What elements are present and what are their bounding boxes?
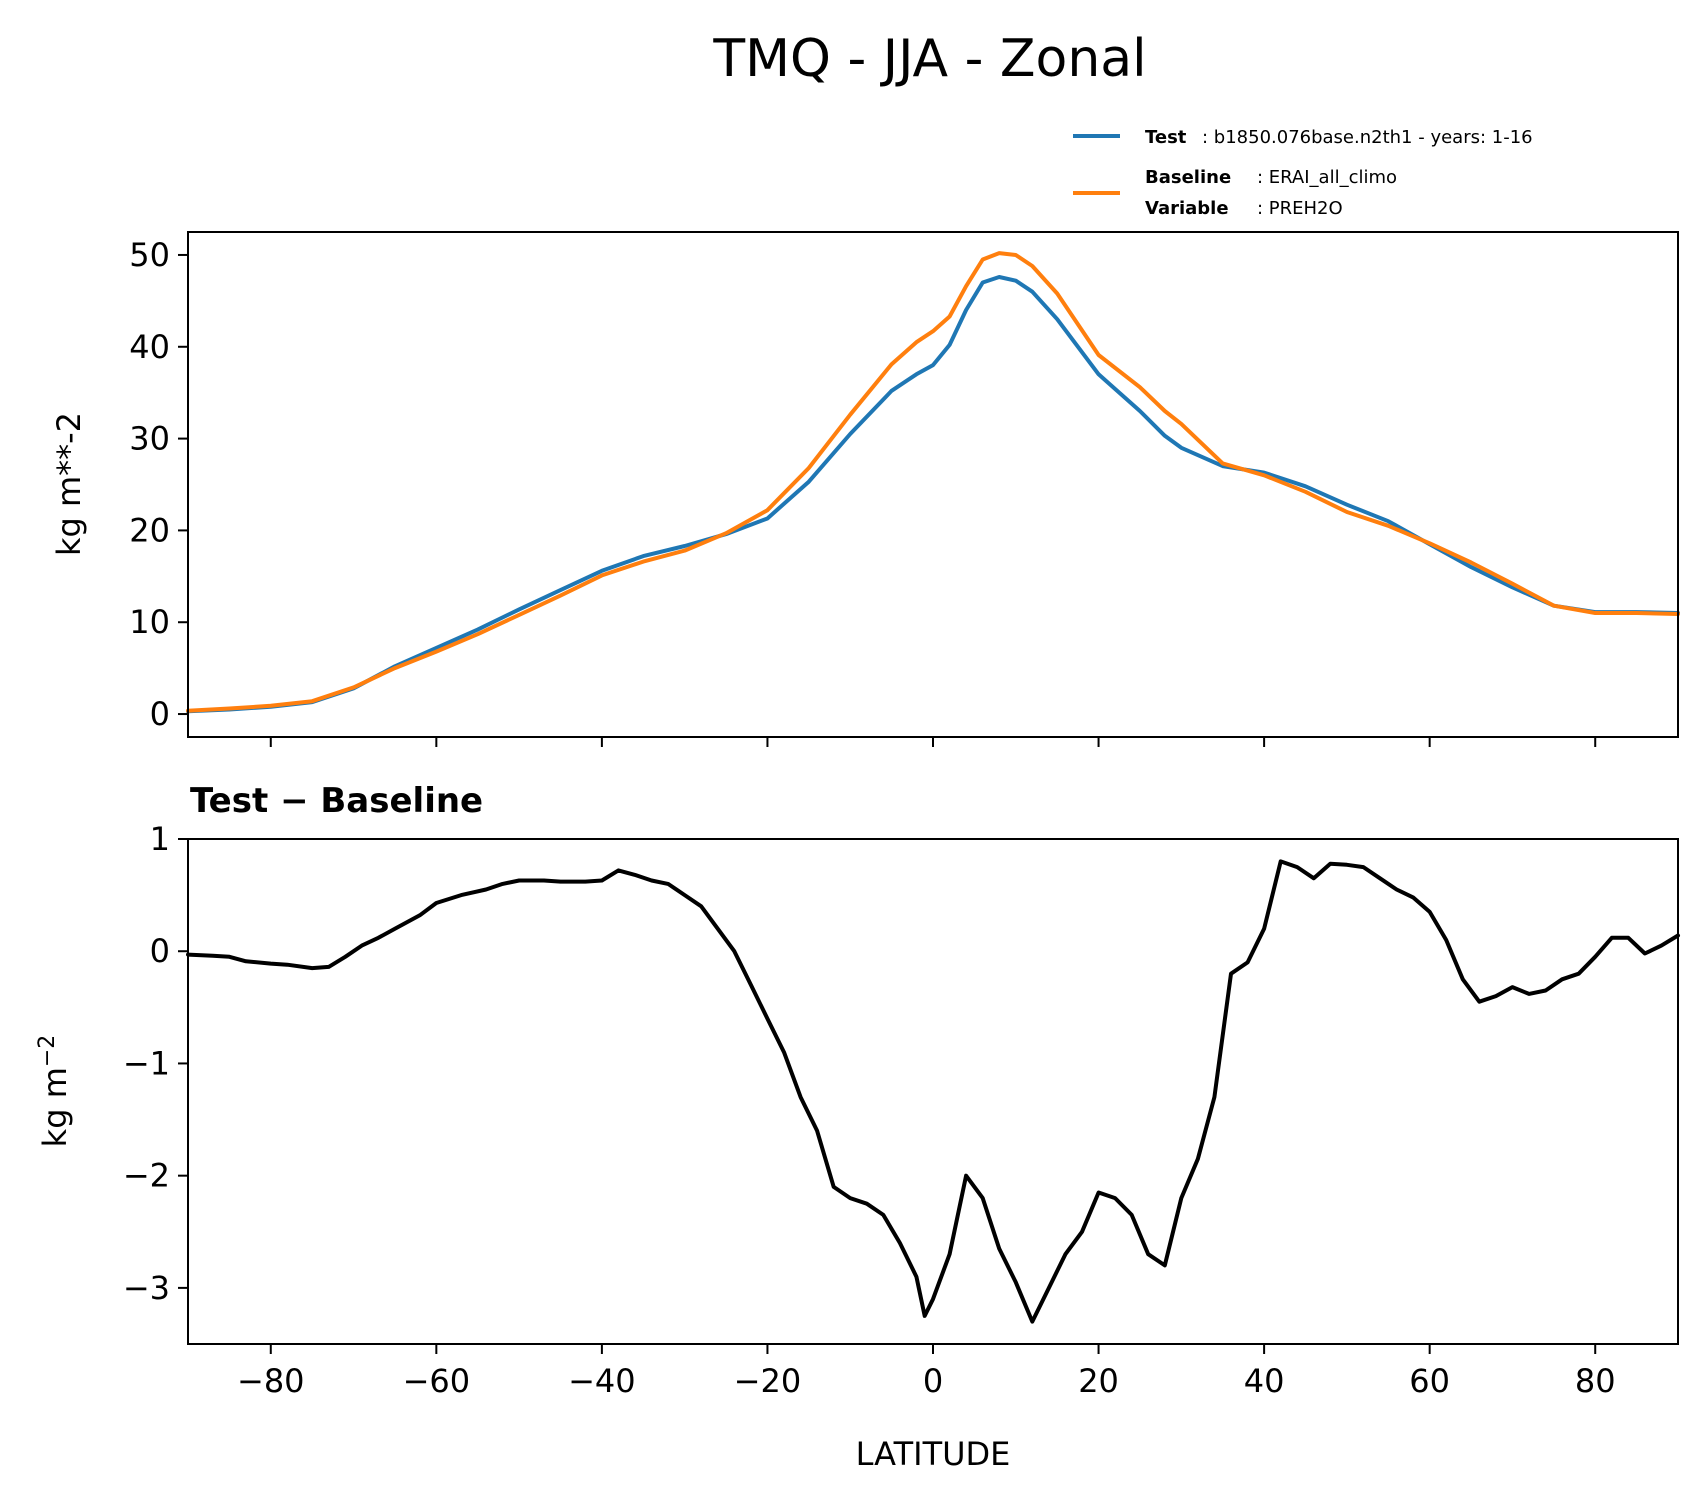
bottom-xtick-label: 0 <box>923 1362 943 1400</box>
bottom-ytick-label: 0 <box>150 932 170 970</box>
bottom-xtick-label: 80 <box>1575 1362 1616 1400</box>
top-ylabel: kg m**-2 <box>50 412 88 556</box>
top-ytick-label: 30 <box>129 420 170 458</box>
legend-baseline-value: : ERAI_all_climo <box>1257 167 1397 188</box>
top-panel: 0 10 20 30 40 50 kg m**-2 <box>50 231 1680 747</box>
top-ytick-label: 40 <box>129 328 170 366</box>
bottom-xtick-label: −80 <box>237 1362 305 1400</box>
bottom-ytick-label: −1 <box>123 1044 170 1082</box>
bottom-ytick-label: −3 <box>123 1269 170 1307</box>
bottom-xtick-label: 20 <box>1078 1362 1119 1400</box>
bottom-xtick-label: 40 <box>1244 1362 1285 1400</box>
top-ytick-label: 20 <box>129 511 170 549</box>
bottom-ylabel-exponent: −2 <box>35 1035 60 1067</box>
legend-variable-value: : PREH2O <box>1257 198 1343 219</box>
top-series-line-baseline <box>186 251 1680 713</box>
top-ytick-label: 50 <box>129 236 170 274</box>
bottom-ylabel: kg m−2 <box>35 1035 74 1148</box>
top-ytick-label: 0 <box>150 695 170 733</box>
top-series-line-test <box>186 275 1680 714</box>
bottom-ylabel-base: kg m <box>36 1067 74 1147</box>
bottom-panel: Test − Baseline −3 −2 −1 0 1 −80 −60 −40 −20 0 20 4… <box>35 781 1680 1473</box>
figure-title: TMQ - JJA - Zonal <box>712 29 1146 89</box>
bottom-xtick-label: −20 <box>734 1362 802 1400</box>
bottom-ytick-label: −2 <box>123 1157 170 1195</box>
bottom-xtick-label: −40 <box>568 1362 636 1400</box>
legend-test-value: : b1850.076base.n2th1 - years: 1-16 <box>1202 127 1533 148</box>
bottom-xtick-label: 60 <box>1409 1362 1450 1400</box>
legend-variable-key: Variable <box>1145 198 1229 219</box>
top-ytick-label: 10 <box>129 603 170 641</box>
x-axis-label: LATITUDE <box>856 1435 1011 1473</box>
legend: Test : b1850.076base.n2th1 - years: 1-16… <box>1073 127 1533 219</box>
bottom-series-line-test-baseline <box>186 859 1680 1324</box>
bottom-ytick-label: 1 <box>150 820 170 858</box>
bottom-subtitle: Test − Baseline <box>190 781 483 821</box>
bottom-xtick-label: −60 <box>403 1362 471 1400</box>
legend-baseline-key: Baseline <box>1145 167 1231 188</box>
legend-test-key: Test <box>1145 127 1187 148</box>
